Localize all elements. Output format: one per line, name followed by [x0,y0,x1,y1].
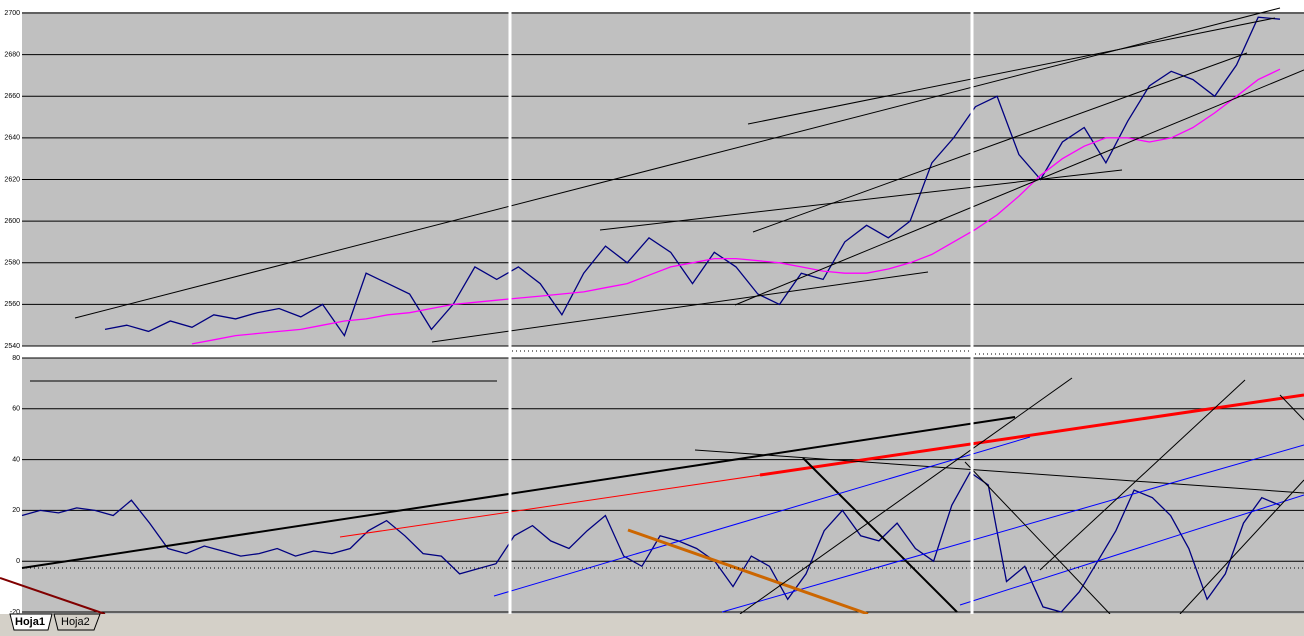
y-tick-label: 2580 [4,260,20,267]
y-tick-label: 60 [12,406,20,413]
y-tick-label: 2560 [4,301,20,308]
y-tick-label: 2620 [4,176,20,183]
tab-label[interactable]: Hoja1 [15,616,45,628]
panel-separators [508,0,974,614]
tab[interactable] [53,613,101,631]
y-tick-label: 0 [16,558,20,565]
axis-dots [22,350,1304,569]
y-tick-label: 2680 [4,51,20,58]
series-line [21,471,1281,613]
chart-bottom: -20 0 20 40 60 80 [10,355,1304,616]
y-tick-label: 2600 [4,218,20,225]
series-line [104,16,1281,338]
tab-active[interactable] [9,613,53,631]
tab-bar [0,614,1304,636]
plot-area-bottom [22,358,1304,614]
tab-label[interactable]: Hoja2 [61,616,90,628]
y-tick-label: 40 [12,456,20,463]
y-tick-label: 2660 [4,93,20,100]
series-line [191,68,1281,345]
y-tick-label: 80 [12,355,20,362]
y-tick-label: 2640 [4,135,20,142]
y-tick-label: 20 [12,507,20,514]
trendlines [0,7,1304,616]
chart-top: 2540 2560 2580 2600 2620 2640 2660 2680 2700 [4,10,1304,350]
y-tick-label: -20 [10,609,20,616]
y-tick-label: 2700 [4,10,20,17]
y-tick-label: 2540 [4,343,20,350]
